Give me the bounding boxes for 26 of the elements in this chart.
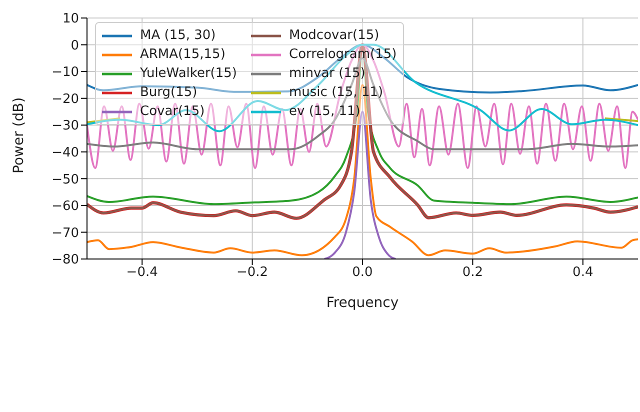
y-tick-label: −40 bbox=[52, 146, 79, 161]
x-tick-label: 0.2 bbox=[462, 265, 484, 280]
x-axis-title: Frequency bbox=[326, 295, 399, 311]
legend-label: MA (15, 30) bbox=[140, 28, 216, 43]
x-tick-label: 0.4 bbox=[572, 265, 594, 280]
legend-label: Burg(15) bbox=[140, 85, 198, 100]
x-tick-label: −0.4 bbox=[126, 265, 158, 280]
y-tick-label: −30 bbox=[52, 118, 79, 134]
y-tick-label: 0 bbox=[70, 38, 79, 54]
legend-label: YuleWalker(15) bbox=[140, 66, 237, 81]
legend-label: Covar(15) bbox=[140, 104, 205, 119]
y-axis-title: Power (dB) bbox=[10, 97, 27, 174]
line-series bbox=[87, 84, 638, 256]
line-series bbox=[87, 44, 638, 169]
legend-label: Modcovar(15) bbox=[289, 28, 380, 43]
y-tick-label: −50 bbox=[52, 172, 79, 188]
y-tick-label: −60 bbox=[52, 199, 79, 214]
y-tick-label: −10 bbox=[52, 65, 79, 80]
line-series bbox=[87, 44, 638, 132]
x-tick-label: 0.0 bbox=[352, 265, 373, 280]
y-tick-label: −80 bbox=[52, 252, 79, 268]
y-tick-label: 10 bbox=[62, 12, 79, 27]
y-tick-label: −70 bbox=[52, 226, 79, 241]
legend-label: ARMA(15,15) bbox=[140, 47, 226, 62]
x-tick-label: −0.2 bbox=[236, 265, 268, 280]
y-tick-label: −20 bbox=[52, 92, 79, 107]
